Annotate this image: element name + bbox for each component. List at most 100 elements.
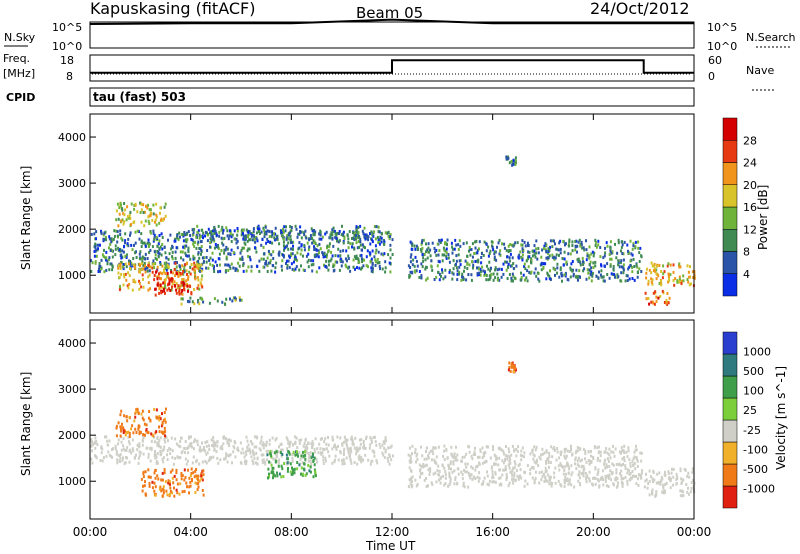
data-cell: [618, 265, 621, 269]
data-cell: [181, 292, 184, 296]
data-cell: [285, 453, 288, 457]
data-cell: [311, 440, 314, 444]
data-cell: [577, 456, 580, 460]
data-cell: [322, 458, 325, 462]
data-cell: [585, 258, 588, 262]
data-cell: [369, 436, 372, 439]
data-cell: [693, 276, 696, 280]
data-cell: [574, 240, 577, 243]
data-cell: [426, 248, 429, 252]
data-cell: [149, 475, 152, 479]
data-cell: [316, 244, 319, 248]
data-cell: [604, 458, 607, 462]
data-cell: [155, 430, 158, 434]
data-cell: [138, 454, 141, 458]
data-cell: [455, 482, 458, 486]
data-cell: [459, 244, 462, 248]
data-cell: [427, 246, 430, 250]
data-cell: [214, 243, 217, 246]
data-cell: [538, 455, 541, 459]
data-cell: [416, 248, 419, 251]
data-cell: [193, 438, 196, 442]
data-cell: [561, 464, 564, 468]
data-cell: [231, 461, 233, 465]
data-cell: [448, 472, 451, 476]
data-cell: [680, 282, 683, 286]
data-cell: [651, 282, 654, 286]
data-cell: [360, 267, 362, 271]
data-cell: [596, 473, 599, 477]
data-cell: [147, 281, 150, 285]
data-cell: [533, 460, 536, 464]
data-cell: [554, 481, 557, 485]
data-cell: [465, 452, 468, 456]
data-cell: [469, 476, 472, 480]
data-cell: [252, 234, 255, 238]
data-cell: [507, 250, 510, 254]
data-cell: [297, 232, 300, 236]
data-cell: [375, 248, 378, 252]
data-cell: [523, 262, 526, 266]
data-cell: [360, 253, 363, 257]
nsearch-label: N.Search: [746, 31, 796, 44]
data-cell: [171, 282, 174, 286]
data-cell: [456, 269, 459, 273]
data-cell: [210, 233, 213, 237]
data-cell: [499, 483, 502, 487]
data-cell: [248, 247, 251, 251]
data-cell: [245, 460, 248, 464]
data-cell: [512, 365, 514, 369]
data-cell: [521, 258, 524, 262]
data-cell: [356, 446, 359, 450]
data-cell: [193, 475, 196, 479]
data-cell: [169, 452, 172, 456]
data-cell: [347, 237, 350, 241]
data-cell: [138, 257, 141, 261]
data-cell: [149, 287, 152, 291]
data-cell: [170, 247, 173, 251]
data-cell: [183, 468, 186, 472]
data-cell: [334, 454, 337, 458]
data-cell: [509, 243, 512, 246]
data-cell: [202, 231, 205, 235]
data-cell: [208, 456, 211, 460]
data-cell: [373, 454, 376, 458]
data-cell: [245, 450, 248, 454]
data-cell: [299, 225, 302, 229]
data-cell: [206, 451, 209, 455]
data-cell: [363, 446, 366, 450]
data-cell: [189, 444, 192, 448]
data-cell: [494, 268, 496, 272]
data-cell: [326, 244, 329, 248]
data-cell: [620, 271, 623, 275]
data-cell: [153, 471, 156, 475]
data-cell: [155, 408, 158, 412]
data-cell: [314, 450, 317, 454]
data-cell: [535, 247, 538, 251]
data-cell: [202, 300, 205, 304]
data-cell: [270, 269, 273, 273]
data-cell: [126, 431, 129, 435]
data-cell: [510, 362, 513, 366]
data-cell: [134, 280, 137, 284]
data-cell: [454, 238, 457, 242]
data-cell: [650, 277, 653, 281]
data-cell: [119, 434, 122, 438]
data-cell: [481, 265, 484, 269]
data-cell: [290, 254, 293, 258]
data-cell: [437, 253, 440, 257]
data-cell: [240, 451, 243, 455]
data-cell: [171, 257, 174, 261]
data-cell: [90, 232, 93, 236]
data-cell: [361, 260, 364, 263]
data-cell: [216, 299, 219, 303]
data-cell: [413, 244, 416, 248]
data-cell: [371, 249, 374, 253]
data-cell: [487, 483, 490, 487]
data-cell: [304, 453, 307, 457]
data-cell: [179, 265, 181, 269]
data-cell: [363, 226, 366, 230]
data-cell: [556, 447, 559, 450]
data-cell: [266, 458, 269, 462]
data-cell: [557, 479, 560, 483]
